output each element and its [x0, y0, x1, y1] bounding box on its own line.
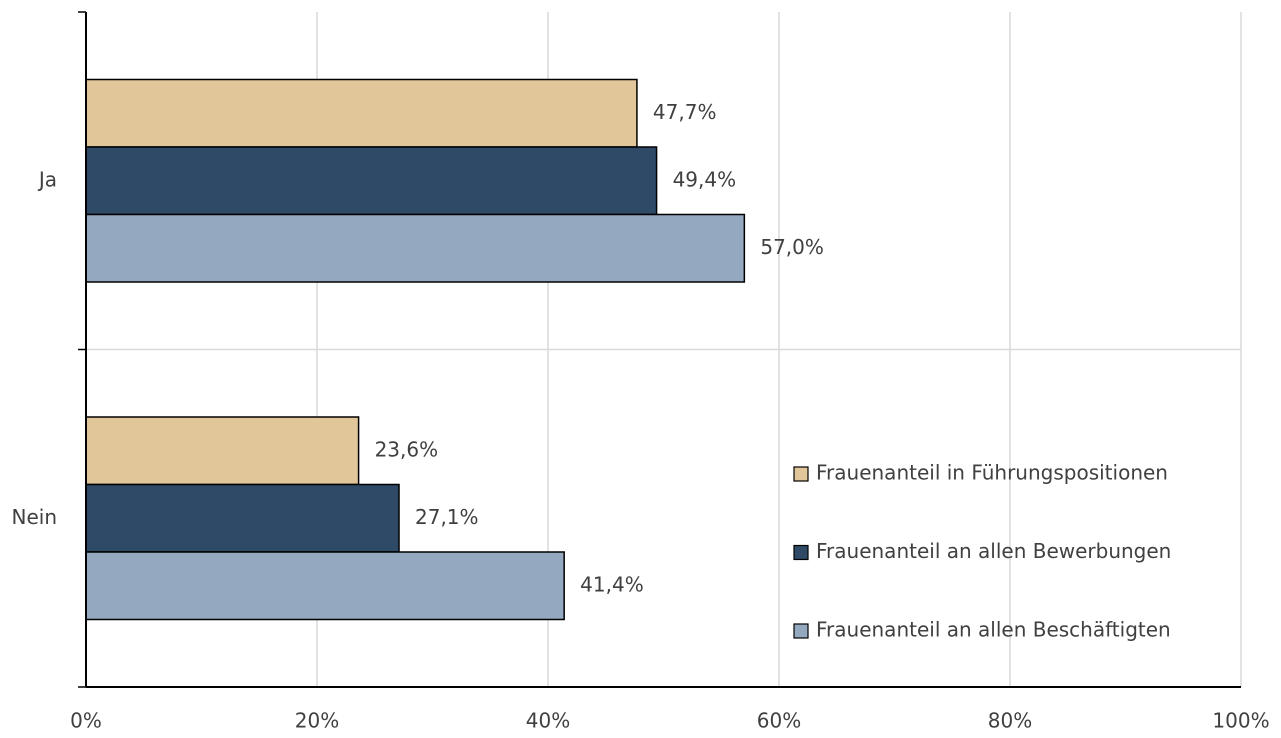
legend-label: Frauenanteil in Führungspositionen: [816, 461, 1168, 485]
bar: [85, 483, 400, 553]
x-tick-label: 20%: [295, 709, 339, 733]
bar: [85, 213, 746, 283]
value-label: 47,7%: [653, 100, 717, 124]
bar: [85, 146, 658, 216]
bar: [85, 551, 565, 621]
value-label: 41,4%: [580, 572, 644, 596]
x-tick-label: 60%: [757, 709, 801, 733]
bar: [85, 416, 360, 486]
value-label: 49,4%: [673, 167, 737, 191]
y-tick-label: Ja: [37, 167, 57, 191]
y-tick-label: Nein: [12, 505, 58, 529]
legend-swatch: [793, 623, 809, 639]
value-label: 27,1%: [415, 505, 479, 529]
legend-label: Frauenanteil an allen Bewerbungen: [816, 539, 1171, 563]
x-tick-label: 0%: [70, 709, 102, 733]
x-tick-label: 80%: [988, 709, 1032, 733]
value-label: 23,6%: [375, 437, 439, 461]
legend-swatch: [793, 466, 809, 482]
x-tick-label: 40%: [526, 709, 570, 733]
bar: [85, 78, 638, 148]
legend-swatch: [793, 544, 809, 561]
legend-label: Frauenanteil an allen Beschäftigten: [816, 618, 1171, 642]
value-label: 57,0%: [760, 235, 824, 259]
x-tick-label: 100%: [1212, 709, 1269, 733]
